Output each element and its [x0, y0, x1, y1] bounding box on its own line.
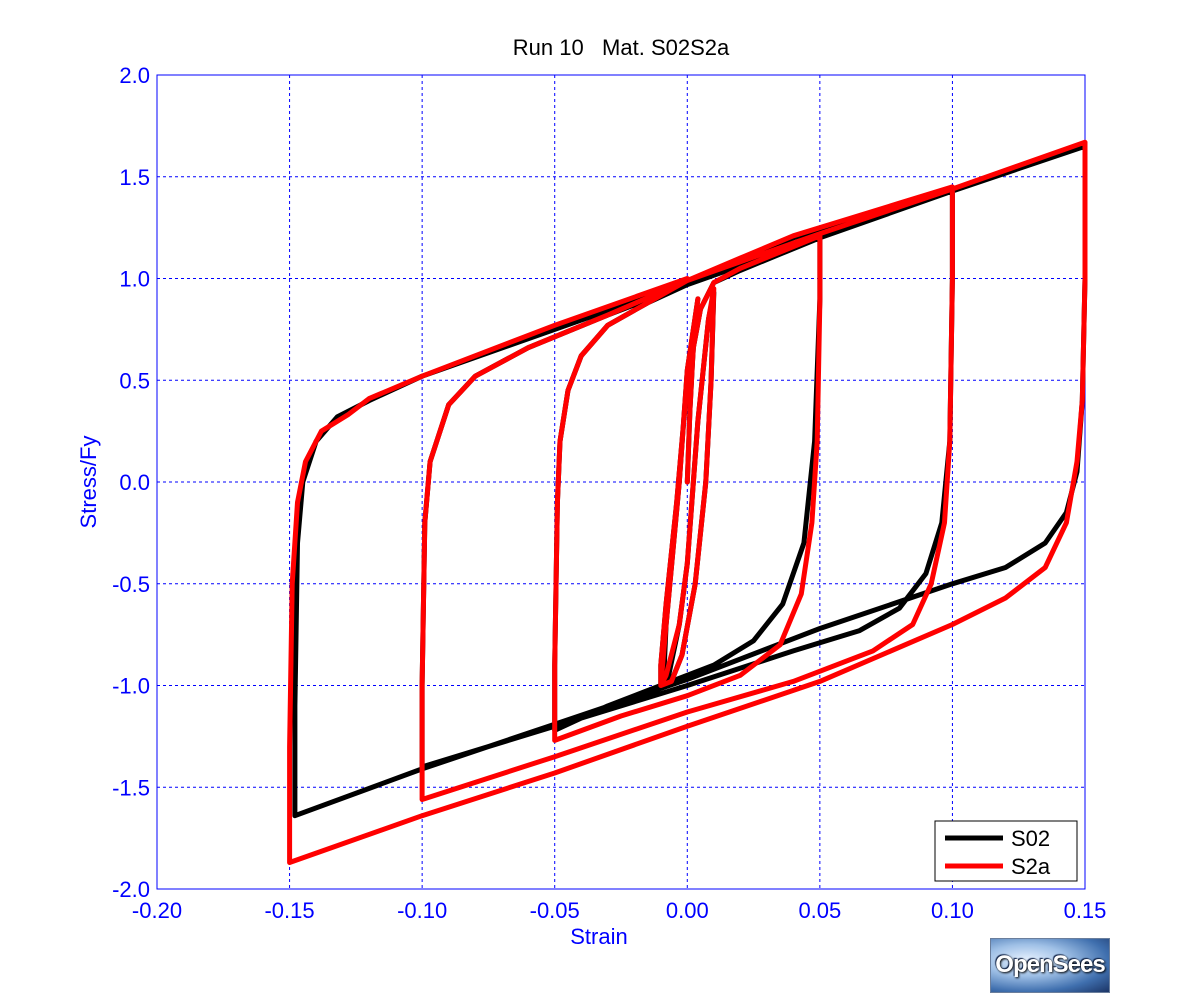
y-tick-label: 1.5 [119, 165, 150, 190]
series-layer [287, 139, 1088, 865]
logo-text: OpenSees [995, 951, 1105, 978]
x-axis-label: Strain [570, 924, 627, 949]
y-tick-label: -0.5 [112, 572, 150, 597]
y-tick-label: -1.5 [112, 775, 150, 800]
chart-title: Run 10 Mat. S02S2a [513, 35, 730, 60]
legend-label-s2a: S2a [1011, 854, 1051, 879]
y-tick-label: 1.0 [119, 267, 150, 292]
x-tick-label: -0.20 [132, 898, 182, 923]
tick-labels: -0.20 -0.15 -0.10 -0.05 0.00 0.05 0.10 0.15 -2.0… [112, 63, 1106, 923]
x-tick-label: -0.15 [264, 898, 314, 923]
y-tick-label: -2.0 [112, 877, 150, 902]
legend-label-s02: S02 [1011, 826, 1050, 851]
series-s2a-line [287, 139, 1088, 865]
x-tick-label: -0.10 [397, 898, 447, 923]
x-tick-label: 0.00 [666, 898, 709, 923]
y-tick-label: 2.0 [119, 63, 150, 88]
y-tick-label: -1.0 [112, 674, 150, 699]
x-tick-label: -0.05 [530, 898, 580, 923]
x-tick-label: 0.05 [798, 898, 841, 923]
y-axis-label: Stress/Fy [76, 436, 101, 529]
legend-box [934, 820, 1078, 882]
opensees-logo: OpenSees [990, 938, 1110, 993]
plot-frame [156, 74, 1086, 890]
x-tick-label: 0.15 [1064, 898, 1107, 923]
x-tick-label: 0.10 [931, 898, 974, 923]
y-tick-label: 0.5 [119, 368, 150, 393]
y-tick-label: 0.0 [119, 470, 150, 495]
legend: S02S2a [934, 820, 1078, 882]
